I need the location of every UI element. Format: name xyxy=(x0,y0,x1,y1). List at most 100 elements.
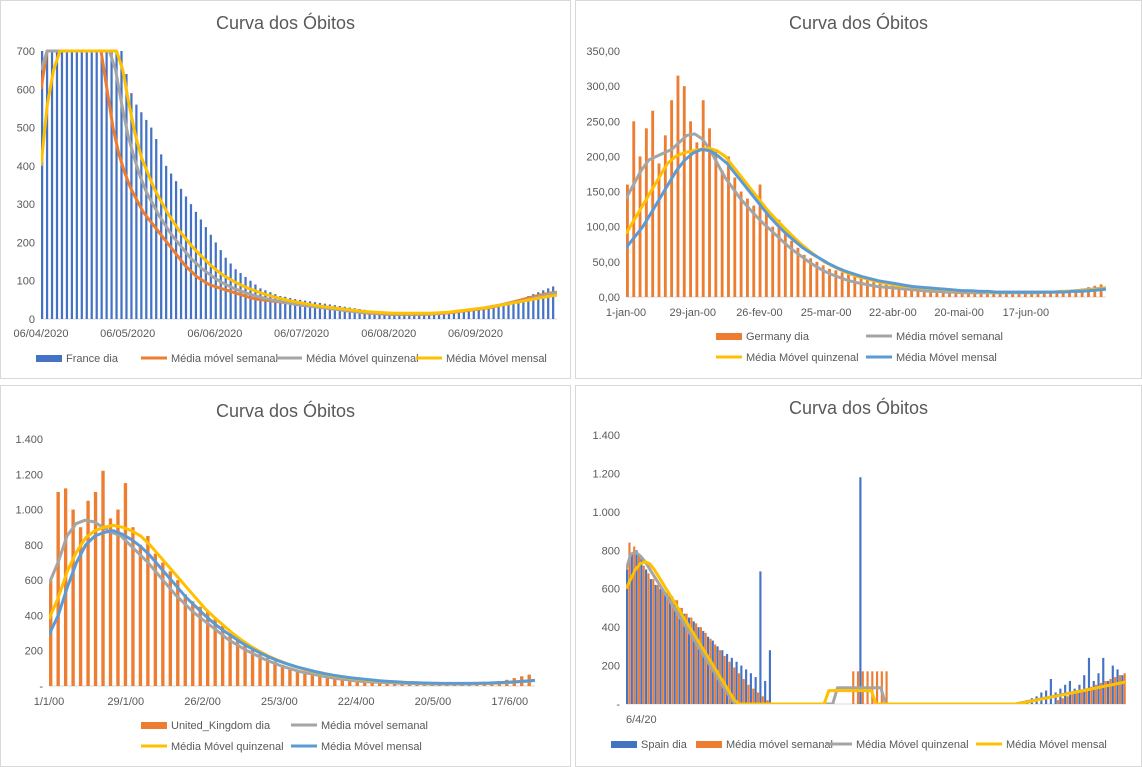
y-tick-label: 1.400 xyxy=(15,434,43,446)
legend-label: Média Móvel quinzenal xyxy=(746,352,859,364)
bar-germany-dia xyxy=(815,261,819,297)
bar-germany-dia xyxy=(821,265,825,297)
x-tick-label: 17/6/00 xyxy=(491,696,528,708)
bar-france-dia xyxy=(184,196,188,319)
bar-m-dia-m-vel-semanal xyxy=(1090,686,1093,704)
bar-spain-dia xyxy=(1049,679,1052,704)
legend-label: Média móvel semanal xyxy=(896,331,1003,343)
legend-label: Média móvel semanal xyxy=(171,353,278,365)
bar-france-dia xyxy=(189,204,193,319)
bar-spain-dia xyxy=(683,613,686,704)
bar-germany-dia xyxy=(1017,292,1021,297)
legend-label: United_Kingdom dia xyxy=(171,720,271,732)
legend-label: Média Móvel mensal xyxy=(1006,739,1107,751)
bar-united-kingdom-dia xyxy=(191,601,195,686)
chart-germany: Curva dos Óbitos 0,00 50,00 100,00 150,00 200… xyxy=(586,12,1106,364)
bar-m-dia-m-vel-semanal xyxy=(1080,690,1083,704)
x-tick-label: 25-mar-00 xyxy=(801,307,852,319)
bar-united-kingdom-dia xyxy=(153,553,158,686)
bar-germany-dia xyxy=(872,281,876,297)
bar-france-dia xyxy=(403,314,406,319)
bar-germany-dia xyxy=(992,292,996,297)
bar-m-dia-m-vel-semanal xyxy=(723,655,726,704)
bar-spain-dia xyxy=(1116,669,1119,704)
bar-france-dia xyxy=(244,276,247,319)
bar-france-dia xyxy=(437,314,441,319)
bar-france-dia xyxy=(408,314,411,319)
legend-label: Média Móvel quinzenal xyxy=(306,353,419,365)
bar-m-dia-m-vel-semanal xyxy=(737,673,741,704)
bar-france-dia xyxy=(303,300,307,319)
bar-france-dia xyxy=(358,309,361,319)
bar-france-dia xyxy=(115,51,118,319)
x-tick-label: 1/1/00 xyxy=(34,696,65,708)
bar-germany-dia xyxy=(935,290,939,297)
chart-panel-uk: Curva dos Óbitos - 200 400 600 800 1.000 1.200 1… xyxy=(0,385,571,767)
bar-germany-dia xyxy=(903,287,907,297)
y-tick-label: 0,00 xyxy=(599,292,620,304)
bar-spain-dia xyxy=(726,654,729,704)
bar-spain-dia xyxy=(1078,684,1081,704)
bar-germany-dia xyxy=(670,100,674,297)
bar-spain-dia xyxy=(1054,692,1057,704)
bar-spain-dia xyxy=(635,550,638,704)
legend-item: Média móvel semanal xyxy=(141,353,278,365)
x-tick-label: 06/05/2020 xyxy=(100,328,155,340)
bar-germany-dia xyxy=(1055,291,1059,297)
bar-france-dia xyxy=(274,294,277,319)
bar-united-kingdom-dia xyxy=(243,643,247,686)
bar-france-dia xyxy=(308,301,312,319)
bar-spain-dia xyxy=(697,627,700,704)
bar-france-dia xyxy=(368,310,371,319)
bar-m-dia-m-vel-semanal xyxy=(728,661,731,704)
bar-spain-dia xyxy=(654,584,657,704)
bar-m-dia-m-vel-semanal xyxy=(1109,679,1112,704)
bar-m-dia-m-vel-semanal xyxy=(1095,684,1098,704)
bar-germany-dia xyxy=(998,292,1002,297)
legend-swatch xyxy=(696,741,722,748)
bar-germany-dia xyxy=(644,128,648,297)
y-tick-label: 200 xyxy=(25,646,43,658)
legend-item: Média Móvel mensal xyxy=(866,352,997,364)
bar-m-dia-m-vel-semanal xyxy=(642,565,645,704)
bar-united-kingdom-dia xyxy=(93,491,98,686)
bar-spain-dia xyxy=(768,650,771,704)
y-tick-label: 1.200 xyxy=(592,468,620,480)
bar-spain-dia xyxy=(764,680,767,704)
bar-m-dia-m-vel-semanal xyxy=(656,584,660,704)
bar-germany-dia xyxy=(720,170,724,297)
bar-france-dia xyxy=(55,51,59,319)
bar-united-kingdom-dia xyxy=(131,527,135,686)
bar-france-dia xyxy=(41,51,44,319)
bar-m-dia-m-vel-semanal xyxy=(647,573,650,704)
y-tick-label: 600 xyxy=(602,584,620,596)
bar-germany-dia xyxy=(941,290,945,297)
x-tick-label: 6/4/20 xyxy=(626,714,657,726)
legend-item: Média móvel semanal xyxy=(696,739,833,751)
bar-france-dia xyxy=(50,51,54,319)
bar-germany-dia xyxy=(847,274,850,297)
y-tick-label: 600 xyxy=(25,575,43,587)
bar-france-dia xyxy=(125,73,128,319)
legend-item: France dia xyxy=(36,353,119,365)
bar-france-dia xyxy=(259,288,262,319)
y-tick-label: 200 xyxy=(17,237,35,249)
bar-france-dia xyxy=(432,314,436,319)
bar-m-dia-m-vel-semanal xyxy=(1104,680,1107,704)
bar-france-dia xyxy=(130,93,133,319)
bar-m-dia-m-vel-semanal xyxy=(704,632,707,704)
bar-germany-dia xyxy=(708,128,711,297)
bar-united-kingdom-dia xyxy=(370,681,374,686)
bar-spain-dia xyxy=(1087,657,1091,704)
bar-france-dia xyxy=(318,302,322,319)
bar-m-dia-m-vel-semanal xyxy=(761,696,764,704)
bar-spain-dia xyxy=(859,477,862,704)
legend-item: Média Móvel mensal xyxy=(291,741,422,753)
y-tick-label: 200 xyxy=(602,661,620,673)
y-tick-label: 800 xyxy=(602,545,620,557)
bar-france-dia xyxy=(110,51,113,319)
bar-france-dia xyxy=(383,312,386,319)
bar-germany-dia xyxy=(1061,291,1065,297)
bar-germany-dia xyxy=(809,258,812,297)
bar-france-dia xyxy=(65,51,69,319)
